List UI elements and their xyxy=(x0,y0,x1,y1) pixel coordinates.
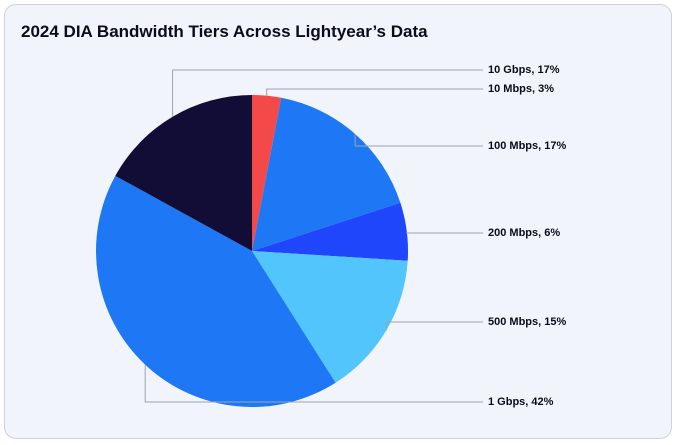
leader-lines xyxy=(144,69,483,403)
leader-line-200-mbps xyxy=(406,231,483,234)
slice-label-10-mbps: 10 Mbps, 3% xyxy=(488,83,554,95)
slice-label-1-gbps: 1 Gbps, 42% xyxy=(488,396,554,408)
leader-line-1-gbps xyxy=(144,364,483,403)
slice-label-100-mbps: 100 Mbps, 17% xyxy=(488,140,566,152)
pie-slice-10-gbps xyxy=(115,95,252,251)
pie-slice-1-gbps xyxy=(96,175,336,408)
chart-title: 2024 DIA Bandwidth Tiers Across Lightyea… xyxy=(21,22,428,41)
slice-label-200-mbps: 200 Mbps, 6% xyxy=(488,227,560,239)
pie-slice-500-mbps xyxy=(252,251,408,383)
pie-slice-100-mbps xyxy=(252,97,401,251)
pie-slices xyxy=(96,95,408,408)
slice-label-500-mbps: 500 Mbps, 15% xyxy=(488,316,566,328)
pie-slice-200-mbps xyxy=(252,202,408,261)
slice-label-10-gbps: 10 Gbps, 17% xyxy=(488,64,560,76)
pie-slice-10-mbps xyxy=(252,95,282,251)
leader-line-500-mbps xyxy=(385,321,483,331)
leader-line-100-mbps xyxy=(354,133,483,147)
leader-line-10-mbps xyxy=(266,88,483,96)
slice-labels: 10 Mbps, 3% 100 Mbps, 17% 200 Mbps, 6% 500 … xyxy=(488,64,566,408)
leader-line-10-gbps xyxy=(172,69,483,117)
